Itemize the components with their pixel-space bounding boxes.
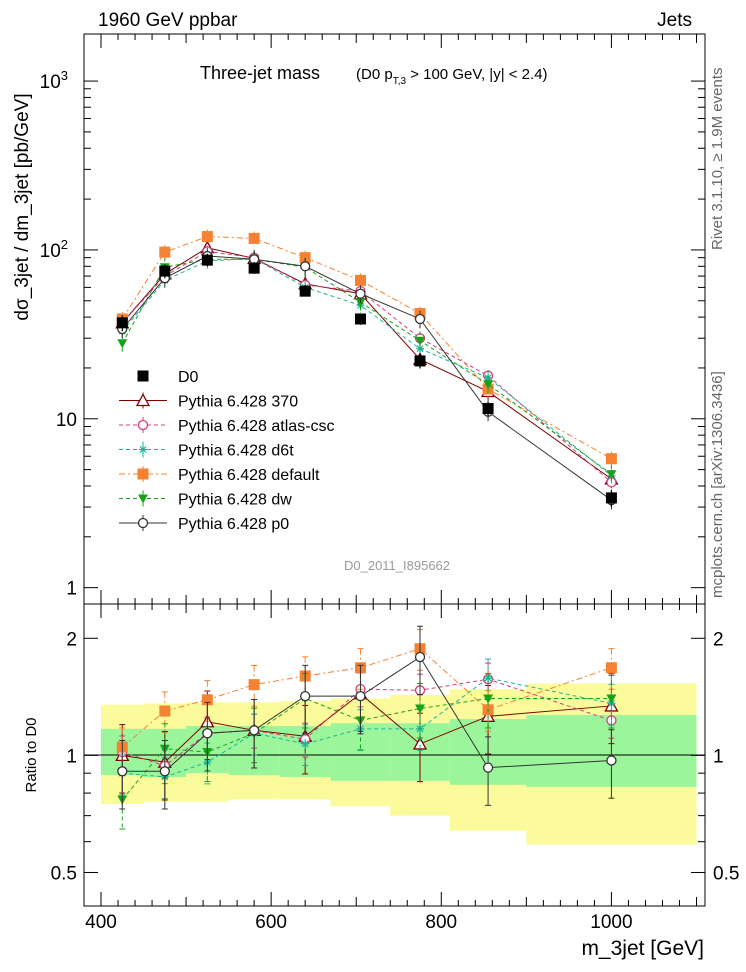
ratio-point [159,766,170,777]
ratio-point [482,762,494,773]
main-y-tick-label: 102 [40,237,68,262]
ratio-point [159,705,171,717]
data-point [482,403,494,415]
legend-label: Pythia 6.428 dw [178,492,292,509]
plot-title: Three-jet mass [200,63,320,83]
x-tick-label: 600 [255,912,287,933]
ratio-y-tick-label-right: 0.5 [713,863,739,884]
ratio-point [606,694,617,704]
legend-label: Pythia 6.428 370 [178,394,298,411]
legend-label: Pythia 6.428 atlas-csc [178,418,335,435]
x-tick-label: 1000 [590,912,632,933]
data-point [201,254,213,266]
ratio-point [248,725,260,736]
ratio-y-axis-label: Ratio to D0 [23,717,40,792]
data-point [299,285,311,297]
data-point [605,492,617,504]
series-point [201,231,213,243]
ratio-y-tick-label: 0.5 [51,863,77,884]
plot-title-cond: (D0 pT,3 > 100 GeV, |y| < 2.4) [356,66,548,87]
ratio-line [121,697,612,800]
legend-label: Pythia 6.428 p0 [178,516,289,533]
ratio-series-pythia-6-428-p0 [117,625,617,810]
ratio-panel: 0.5 0.5 1 1 2 2 Ratio to D0 400 600 800 1000 m_3… [23,34,739,960]
main-y-axis-label: dσ_3jet / dm_3jet [pb/GeV] [12,93,33,320]
data-point [248,262,260,274]
series-point [300,261,311,272]
legend-marker [137,419,149,431]
main-y-tick-label: 103 [40,68,68,93]
rivet-label: Rivet 3.1.10, ≥ 1.9M events [709,68,726,251]
ratio-point [484,674,493,683]
ratio-y-tick-label: 2 [66,629,77,650]
watermark: D0_2011_I895662 [344,558,450,573]
legend-marker [139,445,147,454]
legend-marker [137,517,149,529]
legend: D0 Pythia 6.428 370 Pythia 6.428 atlas-csc… [119,369,335,533]
series-point [355,288,366,299]
ratio-line [122,677,612,778]
ratio-point [605,662,617,674]
legend-label: Pythia 6.428 default [178,467,320,484]
ratio-point [414,651,426,663]
ratio-series [115,625,619,830]
ratio-point [415,704,426,714]
ratio-point [355,690,366,702]
legend-marker [135,393,151,407]
series-point [483,380,494,390]
ratio-point [201,694,213,706]
ratio-frame [83,603,706,907]
series-point [415,336,426,346]
legend-marker [137,370,149,382]
header-energy: 1960 GeV ppbar [98,10,238,31]
main-y-ticks: 1 10 102 103 [40,68,705,600]
series-line [121,258,612,475]
ratio-point [606,755,617,766]
main-y-tick-label: 1 [66,579,77,600]
legend-label: Pythia 6.428 d6t [178,443,294,460]
ratio-y-tick-label: 1 [66,746,77,767]
data-point [159,265,171,277]
legend-marker [138,494,148,504]
ratio-point [202,728,213,739]
main-panel: 1 10 102 103 Three-jet mass (D0 pT,3 > 100 … [12,33,706,605]
series-point [606,470,617,480]
x-axis-label: m_3jet [GeV] [581,937,704,960]
data-point [116,317,128,329]
series-point [605,453,617,465]
ratio-point [483,694,494,704]
mcplots-label: mcplots.cern.ch [arXiv:1306.3436] [709,371,726,598]
data-point [354,313,366,325]
data-point [414,355,426,367]
ratio-point [117,766,128,777]
ratio-y-tick-label-right: 2 [713,629,724,650]
main-data-points [116,253,617,508]
series-point [159,246,171,258]
series-point [354,274,366,286]
legend-marker [137,468,149,480]
ratio-point [301,739,310,748]
ratio-y-tick-label-right: 1 [713,746,724,767]
x-tick-label: 400 [85,912,117,933]
series-point [248,232,260,244]
header-category: Jets [657,10,692,31]
main-y-tick-label: 10 [56,410,77,431]
x-axis-ticks: 400 600 800 1000 [85,34,697,933]
ratio-point [248,679,260,691]
ratio-point [300,690,311,702]
x-tick-label: 800 [425,912,457,933]
legend-label: D0 [178,369,199,386]
ratio-point [412,736,428,750]
series-point [414,313,426,325]
series-point [117,339,128,349]
